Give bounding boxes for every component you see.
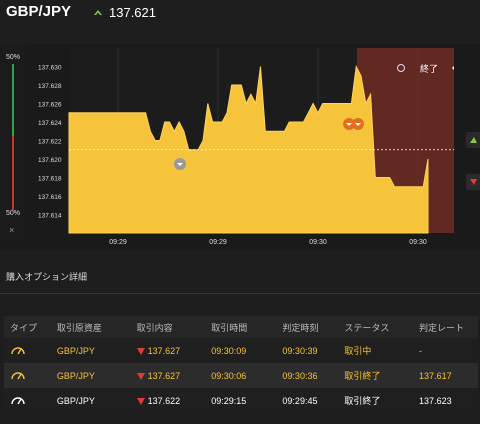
col-rate: 判定レート [418, 316, 478, 338]
x-tick-label: 09:29 [209, 239, 227, 246]
gauge-icon [11, 346, 25, 354]
high-button[interactable] [466, 132, 480, 148]
y-tick-label: 137.622 [38, 139, 62, 146]
price-area [68, 64, 429, 234]
col-asset: 取引原資産 [52, 316, 135, 338]
row-judge: 09:29:45 [281, 388, 344, 413]
gauge-low-bar [12, 136, 14, 210]
options-table: タイプ 取引原資産 取引内容 取引時間 判定時刻 ステータス 判定レート GBP… [4, 316, 478, 413]
row-content: 137.627 [147, 345, 181, 356]
col-type: タイプ [4, 316, 53, 338]
up-arrow-icon [470, 137, 477, 143]
row-asset: GBP/JPY [52, 363, 135, 388]
row-asset: GBP/JPY [52, 338, 135, 363]
expired-header: 終了 [397, 63, 454, 74]
collapse-icon [452, 66, 454, 70]
row-judge: 09:30:39 [281, 338, 344, 363]
low-arrow-icon [136, 397, 145, 405]
expired-label: 終了 [420, 63, 438, 74]
y-tick-label: 137.624 [38, 120, 62, 127]
low-arrow-icon [136, 372, 145, 380]
y-axis-ticks: 137.630 137.628 137.626 137.624 137.622 137.6… [38, 65, 62, 220]
row-status: 取引中 [343, 338, 419, 363]
refresh-icon [397, 64, 405, 72]
current-price: 137.621 [109, 5, 156, 20]
close-icon[interactable]: × [9, 225, 15, 235]
trade-marker[interactable] [352, 118, 364, 130]
gauge-bottom-label: 50% [6, 210, 21, 217]
trade-marker[interactable] [174, 158, 186, 170]
sentiment-gauge: 50% 50% × [0, 44, 26, 240]
col-judge: 判定時刻 [281, 316, 344, 338]
table-row[interactable]: GBP/JPY 137.627 09:30:09 09:30:39 取引中 - [4, 338, 478, 363]
y-tick-label: 137.628 [38, 83, 62, 90]
y-tick-label: 137.614 [38, 213, 62, 220]
row-time: 09:30:06 [210, 363, 282, 388]
down-arrow-icon [470, 179, 477, 185]
gauge-icon [11, 371, 25, 379]
y-tick-label: 137.626 [38, 102, 62, 109]
gauge-high-bar [12, 64, 14, 136]
col-content: 取引内容 [134, 316, 211, 338]
table-row[interactable]: GBP/JPY 137.627 09:30:06 09:30:36 取引終了 1… [4, 363, 478, 388]
y-tick-label: 137.616 [38, 194, 62, 201]
row-time: 09:30:09 [210, 338, 282, 363]
x-tick-label: 09:29 [109, 239, 127, 246]
row-rate: 137.623 [418, 388, 478, 413]
row-content: 137.622 [147, 395, 181, 406]
row-judge: 09:30:36 [281, 363, 344, 388]
row-content: 137.627 [147, 370, 181, 381]
currency-pair[interactable]: GBP/JPY [6, 3, 72, 20]
trade-marker[interactable] [343, 118, 355, 130]
x-axis-ticks: 09:29 09:29 09:30 09:30 [109, 239, 427, 246]
table-header: タイプ 取引原資産 取引内容 取引時間 判定時刻 ステータス 判定レート [4, 316, 478, 338]
col-time: 取引時間 [210, 316, 282, 338]
price-chart: 137.630 137.628 137.626 137.624 137.622 137.6… [38, 48, 454, 246]
row-rate: - [418, 338, 478, 363]
low-button[interactable] [466, 174, 480, 190]
section-title: 購入オプション詳細 [6, 272, 88, 282]
table-row[interactable]: GBP/JPY 137.622 09:29:15 09:29:45 取引終了 1… [4, 388, 478, 413]
x-tick-label: 09:30 [309, 239, 327, 246]
gauge-top-label: 50% [6, 54, 21, 61]
y-tick-label: 137.630 [38, 65, 62, 72]
y-tick-label: 137.618 [38, 176, 62, 183]
row-rate: 137.617 [418, 363, 478, 388]
up-arrow-icon [94, 10, 102, 15]
row-asset: GBP/JPY [52, 388, 135, 413]
row-time: 09:29:15 [210, 388, 282, 413]
col-status: ステータス [343, 316, 419, 338]
gauge-icon [11, 396, 25, 404]
row-status: 取引終了 [343, 363, 419, 388]
x-tick-label: 09:30 [409, 239, 427, 246]
row-status: 取引終了 [343, 388, 419, 413]
y-tick-label: 137.620 [38, 157, 62, 164]
divider [0, 293, 480, 294]
low-arrow-icon [136, 347, 145, 355]
top-bar: GBP/JPY 137.621 [0, 0, 480, 28]
